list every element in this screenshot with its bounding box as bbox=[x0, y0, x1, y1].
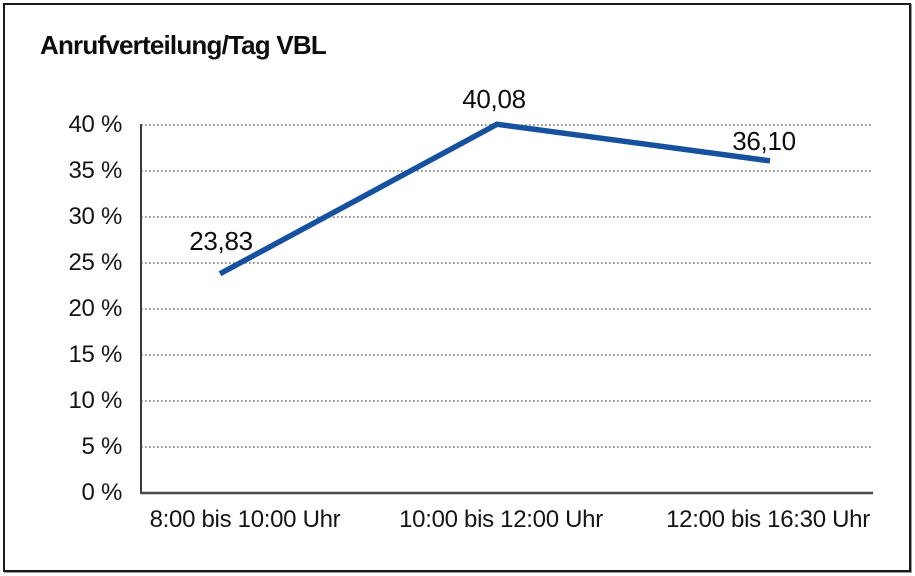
y-tick-label: 25 % bbox=[68, 249, 122, 276]
x-category-label: 10:00 bis 12:00 Uhr bbox=[399, 506, 603, 533]
y-tick-label: 10 % bbox=[68, 387, 122, 414]
x-category-label: 8:00 bis 10:00 Uhr bbox=[149, 506, 341, 533]
data-value-label: 23,83 bbox=[189, 226, 253, 256]
x-category-label: 12:00 bis 16:30 Uhr bbox=[666, 506, 870, 533]
y-tick-label: 30 % bbox=[68, 203, 122, 230]
data-value-label: 40,08 bbox=[462, 84, 526, 114]
y-tick-label: 20 % bbox=[68, 295, 122, 322]
data-line bbox=[218, 121, 771, 277]
y-tick-label: 0 % bbox=[81, 479, 123, 506]
y-tick-label: 35 % bbox=[68, 157, 122, 184]
figure-border bbox=[3, 3, 911, 572]
y-tick-label: 40 % bbox=[68, 111, 122, 138]
y-tick-label: 5 % bbox=[81, 433, 123, 460]
y-tick-label: 15 % bbox=[68, 341, 122, 368]
chart-title: Anrufverteilung/Tag VBL bbox=[40, 30, 327, 60]
data-value-label: 36,10 bbox=[732, 126, 796, 156]
